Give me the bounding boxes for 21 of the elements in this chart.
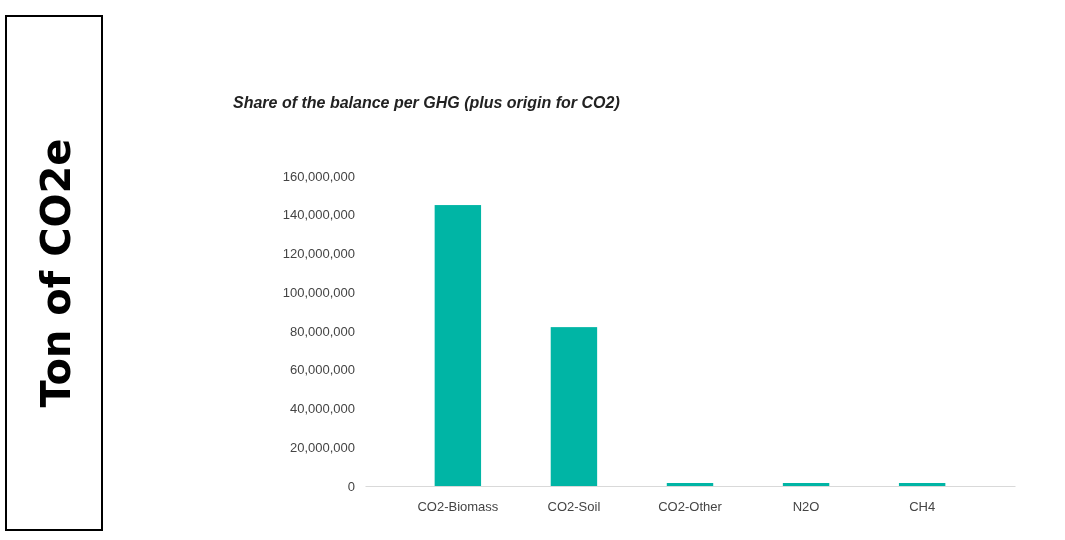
bar: [666, 483, 714, 486]
x-tick-label: CO2-Other: [658, 499, 723, 515]
y-tick-label: 120,000,000: [282, 246, 355, 262]
x-tick-label: CH4: [909, 499, 936, 515]
y-tick-label: 20,000,000: [289, 439, 355, 455]
x-tick-label: N2O: [792, 499, 820, 515]
y-tick-label: 100,000,000: [282, 284, 355, 300]
y-tick-label: 60,000,000: [289, 362, 355, 378]
y-tick-label: 80,000,000: [289, 323, 355, 339]
y-tick-label: 140,000,000: [282, 207, 355, 223]
bar: [434, 205, 482, 486]
x-tick-label: CO2-Biomass: [417, 499, 499, 515]
bar: [782, 483, 830, 486]
bar: [898, 483, 946, 486]
y-tick-label: 40,000,000: [289, 401, 355, 417]
x-tick-label: CO2-Soil: [547, 499, 601, 515]
y-tick-label: 160,000,000: [282, 168, 355, 184]
text: Ton of CO2e: [33, 138, 79, 408]
y-tick-label: 0: [347, 478, 355, 494]
bar: [550, 327, 598, 486]
chart-title: Share of the balance per GHG (plus origin for CO2): [233, 94, 620, 111]
